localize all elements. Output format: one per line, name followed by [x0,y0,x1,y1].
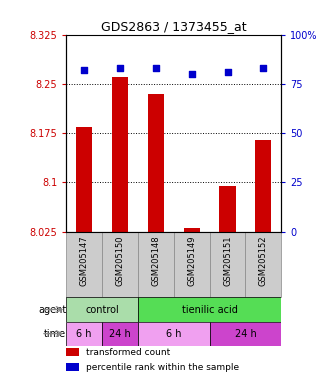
Bar [66,321,102,346]
Bar [76,127,92,232]
Bar [66,348,79,356]
Text: GSM205150: GSM205150 [116,235,124,286]
Bar [246,232,281,298]
Bar [102,232,138,298]
Text: control: control [85,305,119,314]
Point [153,65,159,71]
Text: GSM205148: GSM205148 [151,235,160,286]
Bar [219,186,236,232]
Text: 24 h: 24 h [109,329,131,339]
Point [117,65,122,71]
Text: GSM205152: GSM205152 [259,235,268,286]
Text: agent: agent [38,305,66,314]
Text: GSM205147: GSM205147 [80,235,89,286]
Point [189,71,194,77]
Text: GSM205149: GSM205149 [187,235,196,286]
Text: 6 h: 6 h [76,329,92,339]
Point [261,65,266,71]
Bar [138,232,174,298]
Text: transformed count: transformed count [85,348,170,357]
Point [81,67,87,73]
Bar [66,298,138,321]
Bar [66,232,102,298]
Text: 24 h: 24 h [235,329,257,339]
Bar [210,321,281,346]
Bar [255,140,271,232]
Bar [138,298,281,321]
Text: GSM205151: GSM205151 [223,235,232,286]
Point [225,69,230,75]
Bar [184,228,200,232]
Bar [102,321,138,346]
Bar [174,232,210,298]
Bar [138,321,210,346]
Bar [112,77,128,232]
Title: GDS2863 / 1373455_at: GDS2863 / 1373455_at [101,20,247,33]
Text: 6 h: 6 h [166,329,181,339]
Text: percentile rank within the sample: percentile rank within the sample [85,363,239,372]
Bar [66,363,79,371]
Text: time: time [44,329,66,339]
Bar [148,94,164,232]
Text: tienilic acid: tienilic acid [182,305,238,314]
Bar [210,232,246,298]
